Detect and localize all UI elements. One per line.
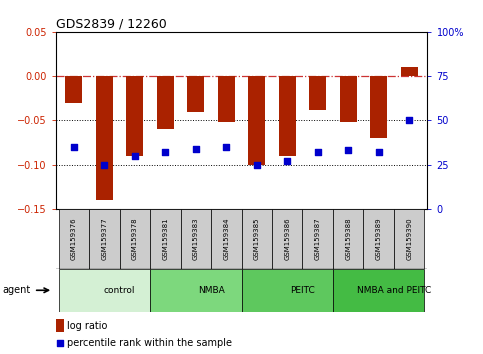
Text: GSM159381: GSM159381 bbox=[162, 218, 168, 260]
Text: NMBA and PEITC: NMBA and PEITC bbox=[357, 286, 431, 295]
Point bbox=[344, 148, 352, 153]
Bar bbox=[157, 76, 174, 129]
Point bbox=[131, 153, 139, 159]
Bar bbox=[150, 209, 181, 269]
Bar bbox=[127, 76, 143, 156]
Text: percentile rank within the sample: percentile rank within the sample bbox=[68, 338, 232, 348]
Point bbox=[56, 340, 63, 346]
Bar bbox=[363, 209, 394, 269]
Bar bbox=[394, 209, 425, 269]
Bar bbox=[56, 319, 64, 332]
Bar bbox=[333, 209, 363, 269]
Bar bbox=[120, 209, 150, 269]
Bar bbox=[58, 269, 150, 312]
Bar bbox=[302, 209, 333, 269]
Bar bbox=[370, 76, 387, 138]
Bar bbox=[309, 76, 326, 110]
Bar bbox=[58, 209, 89, 269]
Bar bbox=[279, 76, 296, 156]
Point bbox=[405, 118, 413, 123]
Point bbox=[70, 144, 78, 150]
Point bbox=[253, 162, 261, 167]
Text: GSM159388: GSM159388 bbox=[345, 218, 351, 260]
Bar bbox=[401, 67, 417, 76]
Text: GSM159386: GSM159386 bbox=[284, 218, 290, 260]
Bar bbox=[150, 269, 242, 312]
Text: GSM159376: GSM159376 bbox=[71, 218, 77, 260]
Text: GSM159384: GSM159384 bbox=[223, 218, 229, 260]
Bar bbox=[89, 209, 120, 269]
Bar bbox=[187, 76, 204, 112]
Text: GSM159378: GSM159378 bbox=[132, 218, 138, 260]
Text: GSM159390: GSM159390 bbox=[406, 218, 412, 260]
Bar bbox=[333, 269, 425, 312]
Text: GSM159389: GSM159389 bbox=[376, 218, 382, 260]
Bar bbox=[211, 209, 242, 269]
Point bbox=[284, 158, 291, 164]
Text: GSM159383: GSM159383 bbox=[193, 218, 199, 260]
Bar bbox=[242, 269, 333, 312]
Point bbox=[314, 149, 322, 155]
Text: PEITC: PEITC bbox=[290, 286, 315, 295]
Point bbox=[192, 146, 199, 152]
Point bbox=[222, 144, 230, 150]
Bar bbox=[218, 76, 235, 122]
Text: log ratio: log ratio bbox=[68, 321, 108, 331]
Bar bbox=[272, 209, 302, 269]
Text: GSM159387: GSM159387 bbox=[315, 218, 321, 260]
Bar bbox=[242, 209, 272, 269]
Bar bbox=[181, 209, 211, 269]
Point bbox=[161, 149, 169, 155]
Bar bbox=[248, 76, 265, 165]
Text: agent: agent bbox=[2, 285, 30, 295]
Point bbox=[100, 162, 108, 167]
Point bbox=[375, 149, 383, 155]
Text: NMBA: NMBA bbox=[198, 286, 225, 295]
Text: GSM159385: GSM159385 bbox=[254, 218, 260, 260]
Text: GDS2839 / 12260: GDS2839 / 12260 bbox=[56, 18, 166, 31]
Bar bbox=[96, 76, 113, 200]
Bar bbox=[340, 76, 356, 122]
Bar bbox=[66, 76, 82, 103]
Text: control: control bbox=[104, 286, 135, 295]
Text: GSM159377: GSM159377 bbox=[101, 218, 107, 260]
